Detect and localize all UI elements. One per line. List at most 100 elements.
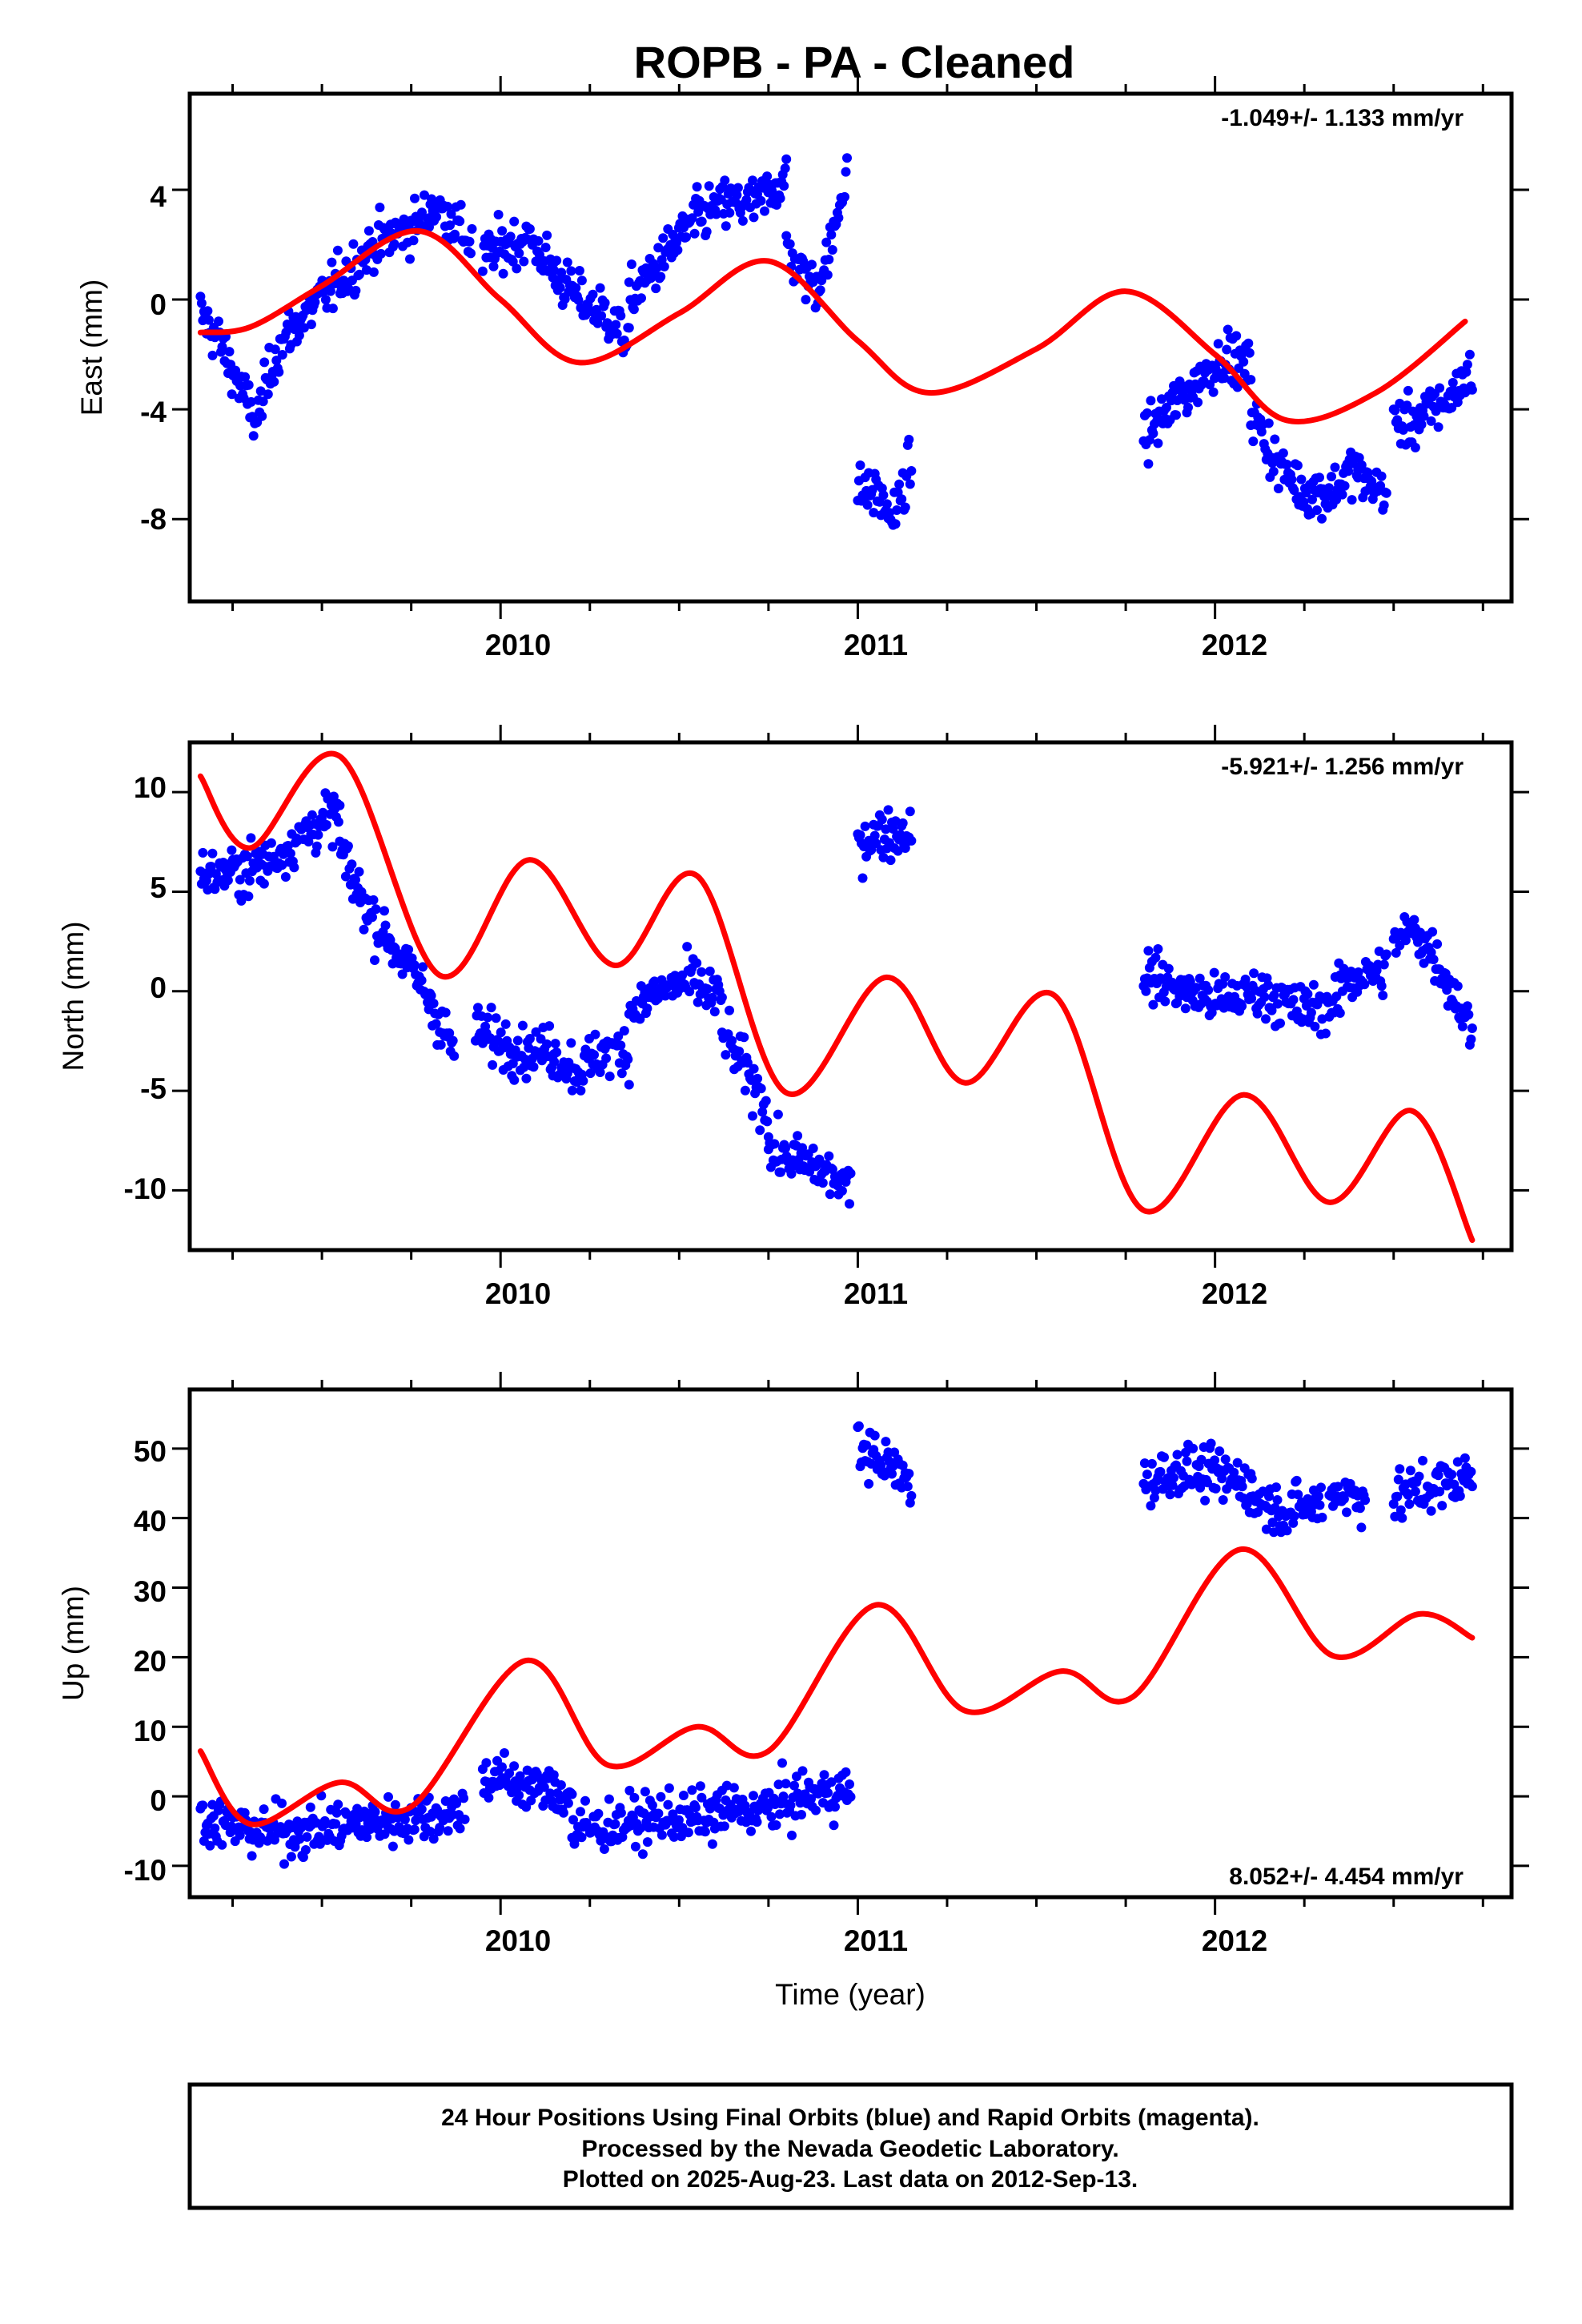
east-data-point (571, 283, 581, 293)
up-points (195, 1421, 1477, 1869)
east-data-point (271, 356, 282, 366)
north-data-point (869, 830, 880, 841)
up-data-point (819, 1770, 829, 1780)
north-data-point (436, 1039, 446, 1050)
north-data-point (1353, 967, 1363, 977)
up-data-point (1315, 1500, 1325, 1510)
east-data-point (555, 283, 565, 293)
north-data-point (885, 855, 896, 866)
up-data-point (906, 1490, 917, 1501)
up-data-point (362, 1832, 372, 1843)
north-data-point (1247, 993, 1257, 1003)
up-data-point (1220, 1454, 1231, 1465)
east-data-point (1464, 349, 1475, 360)
north-data-point (243, 891, 254, 902)
up-data-point (752, 1817, 762, 1827)
east-data-point (1433, 422, 1443, 432)
north-data-point (318, 807, 328, 818)
east-data-point (704, 181, 714, 191)
up-data-point (509, 1761, 520, 1771)
up-data-point (526, 1795, 536, 1806)
north-data-point (244, 875, 255, 886)
up-data-point (1282, 1526, 1292, 1536)
north-data-point (624, 1080, 634, 1090)
east-data-point (906, 466, 917, 476)
north-data-point (786, 1168, 797, 1179)
up-data-point (416, 1804, 427, 1815)
up-data-point (811, 1805, 821, 1815)
east-data-point (214, 316, 223, 327)
east-data-point (332, 245, 343, 255)
up-data-point (428, 1834, 439, 1844)
north-data-point (1153, 944, 1163, 954)
north-data-point (837, 1186, 847, 1196)
east-data-point (905, 479, 915, 489)
north-data-point (491, 1013, 501, 1023)
north-ytick-5: 5 (150, 871, 167, 904)
up-data-point (1390, 1511, 1400, 1522)
east-data-point (354, 269, 364, 279)
north-data-point (616, 1040, 626, 1051)
up-data-point (640, 1787, 650, 1797)
east-data-point (881, 499, 892, 509)
up-data-point (383, 1791, 393, 1802)
north-data-point (289, 862, 299, 873)
east-ytick-minus8: -8 (140, 503, 167, 536)
north-data-point (203, 869, 214, 879)
east-data-point (1270, 434, 1280, 444)
east-data-point (1315, 472, 1324, 483)
east-data-point (900, 502, 910, 513)
up-data-point (1342, 1507, 1351, 1518)
up-ytick-0: 0 (150, 1784, 167, 1817)
east-xtick-2010: 2010 (485, 629, 551, 661)
north-data-point (370, 955, 379, 965)
up-data-point (1272, 1495, 1283, 1505)
east-data-point (611, 320, 621, 330)
up-data-point (1437, 1501, 1447, 1511)
north-data-point (1457, 1021, 1468, 1031)
up-data-point (580, 1795, 590, 1806)
up-data-point (331, 1807, 342, 1818)
north-data-point (721, 1050, 731, 1060)
panel-east: -1.049+/- 1.133 mm/yr East (mm) 4 0 -4 -… (75, 76, 1529, 661)
up-data-point (729, 1783, 739, 1793)
north-data-point (613, 1031, 624, 1041)
north-data-point (1220, 972, 1231, 982)
east-ytick-minus4: -4 (140, 396, 167, 428)
north-data-point (444, 1028, 455, 1039)
north-data-point (528, 1062, 539, 1072)
up-data-point (1232, 1458, 1243, 1468)
east-data-point (760, 206, 769, 216)
east-data-point (892, 505, 902, 515)
north-data-point (1381, 949, 1391, 959)
up-data-point (1264, 1491, 1274, 1502)
east-data-point (897, 494, 907, 505)
east-data-point (1367, 476, 1377, 487)
east-data-point (552, 255, 562, 266)
north-data-point (235, 875, 245, 885)
north-data-point (797, 1143, 808, 1153)
up-data-point (624, 1785, 635, 1795)
north-data-point (753, 1073, 763, 1084)
up-data-point (548, 1770, 559, 1780)
up-data-point (576, 1832, 587, 1843)
up-data-point (897, 1460, 908, 1470)
north-data-point (1237, 1001, 1247, 1011)
north-data-point (685, 987, 695, 997)
east-data-point (842, 153, 852, 163)
up-data-point (826, 1777, 837, 1787)
north-data-point (697, 967, 707, 977)
north-frame (187, 740, 1514, 1252)
north-data-point (578, 1076, 588, 1086)
north-data-point (354, 866, 364, 877)
north-data-point (206, 862, 216, 872)
up-data-point (687, 1785, 697, 1795)
up-data-point (279, 1859, 289, 1869)
north-data-point (1335, 1008, 1345, 1018)
east-data-point (697, 216, 707, 227)
up-data-point (255, 1832, 266, 1843)
east-xtick-2011: 2011 (844, 629, 908, 661)
north-data-point (440, 1007, 451, 1018)
north-data-point (1310, 1021, 1320, 1031)
up-data-point (642, 1837, 652, 1848)
